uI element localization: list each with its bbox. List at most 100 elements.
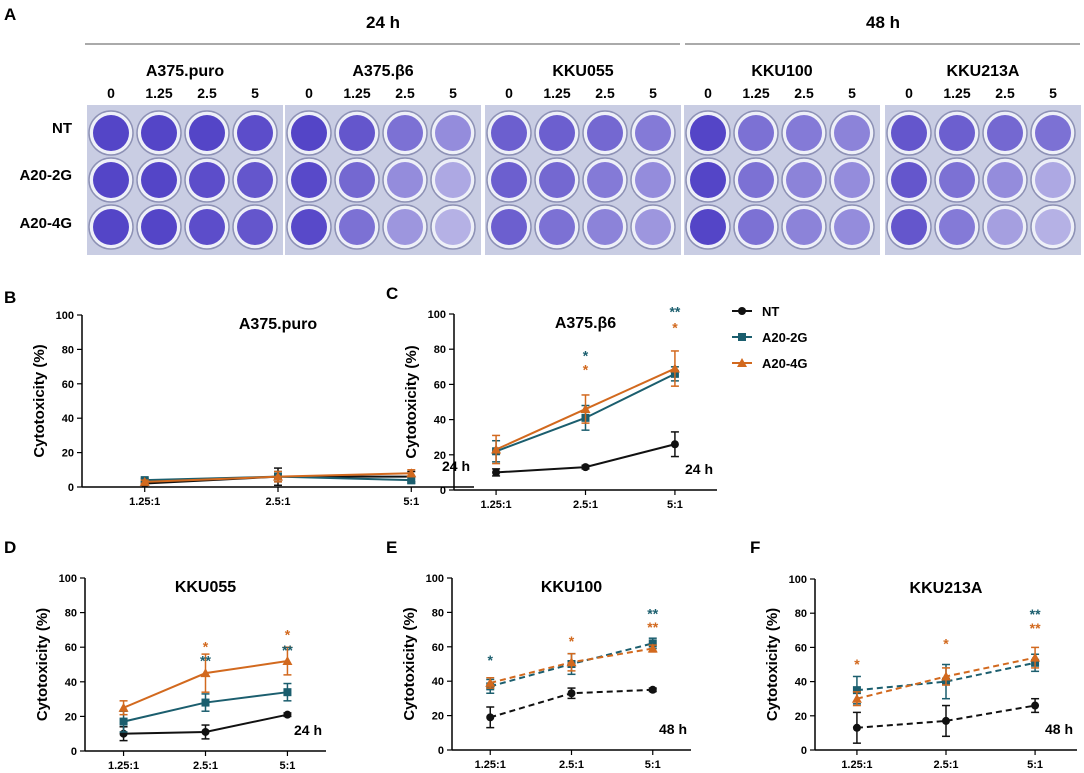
- time-label: 24 h: [294, 722, 322, 738]
- well-stain: [1035, 209, 1071, 245]
- significance-marker: *: [583, 362, 589, 378]
- well-stain: [491, 162, 527, 198]
- significance-marker: **: [1030, 606, 1041, 622]
- well-rim: [982, 204, 1028, 250]
- y-axis-label: Cytotoxicity (%): [403, 345, 420, 458]
- well-stain: [690, 209, 726, 245]
- well-stain: [891, 115, 927, 151]
- x-tick-label: 2.5:1: [265, 496, 290, 508]
- y-tick-label: 80: [795, 608, 807, 620]
- well-stain: [987, 162, 1023, 198]
- x-tick-label: 2.5:1: [573, 499, 598, 511]
- data-point-a20-4g: [485, 677, 496, 687]
- panel-label: C: [386, 284, 398, 303]
- well-stain: [339, 162, 375, 198]
- significance-marker: **: [200, 652, 211, 668]
- data-point-a20-4g: [1030, 652, 1041, 662]
- concentration-label: 0: [107, 85, 115, 101]
- concentration-label: 1.25: [943, 85, 970, 101]
- x-tick-label: 2.5:1: [933, 759, 958, 771]
- data-point-a20-2g: [852, 686, 861, 695]
- x-tick-label: 5:1: [1027, 759, 1043, 771]
- well-stain: [834, 209, 870, 245]
- cell-line-label: KKU055: [552, 63, 613, 80]
- well-stain: [834, 162, 870, 198]
- y-tick-label: 0: [801, 745, 807, 757]
- y-tick-label: 80: [434, 344, 446, 356]
- x-tick-label: 1.25:1: [841, 759, 872, 771]
- series-a20-4g: [485, 643, 658, 689]
- legend-item: A20-4G: [732, 356, 808, 371]
- data-point-nt: [942, 716, 950, 725]
- cell-line-label: A375.puro: [146, 63, 224, 80]
- series-a20-4g: [491, 350, 680, 465]
- series-a20-4g: [851, 646, 1041, 707]
- well-stain: [690, 162, 726, 198]
- y-tick-label: 100: [426, 573, 444, 585]
- y-tick-label: 20: [432, 711, 444, 723]
- data-point-nt: [492, 468, 501, 477]
- well-rim: [430, 157, 476, 203]
- well-stain: [939, 115, 975, 151]
- well-rim: [1030, 157, 1076, 203]
- well-stain: [738, 209, 774, 245]
- y-tick-label: 40: [62, 413, 74, 425]
- legend-item: A20-2G: [732, 330, 808, 345]
- data-point-a20-4g: [139, 476, 150, 486]
- x-tick-label: 1.25:1: [129, 496, 160, 508]
- concentration-label: 0: [905, 85, 913, 101]
- significance-marker: *: [203, 638, 209, 654]
- x-tick-label: 1.25:1: [108, 760, 139, 772]
- well-stain: [237, 115, 273, 151]
- well-stain: [587, 115, 623, 151]
- plate: [684, 105, 880, 255]
- y-tick-label: 80: [62, 344, 74, 356]
- data-point-a20-2g: [119, 717, 128, 726]
- y-tick-label: 60: [434, 379, 446, 391]
- chart-d: D KKU055 24 h 0 20 40 60 80 100 1.25:1 2.5:1 5:1 Cyt…: [4, 538, 326, 772]
- chart-f: F KKU213A 48 h 0 20 40 60 80 100 1.25:1 2.5:1 5:1 Cy…: [750, 538, 1077, 771]
- y-tick-label: 0: [438, 745, 444, 757]
- data-point-a20-2g: [648, 639, 657, 648]
- legend-label: A20-2G: [762, 330, 808, 345]
- x-tick-label: 5:1: [645, 759, 661, 771]
- y-tick-label: 80: [65, 608, 77, 620]
- data-point-nt: [648, 685, 657, 694]
- well-stain: [387, 115, 423, 151]
- y-tick-label: 60: [795, 642, 807, 654]
- data-point-a20-4g: [406, 468, 417, 478]
- y-tick-label: 40: [795, 677, 807, 689]
- data-point-a20-4g: [851, 693, 862, 703]
- significance-marker: *: [854, 656, 860, 672]
- series-nt: [492, 431, 679, 477]
- data-point-a20-4g: [941, 671, 951, 681]
- x-tick-label: 5:1: [403, 496, 419, 508]
- series-a20-4g: [139, 468, 417, 486]
- well-stain: [435, 209, 471, 245]
- well-stain: [635, 162, 671, 198]
- plate: [285, 105, 481, 255]
- well-stain: [891, 209, 927, 245]
- concentration-label: 5: [449, 85, 457, 101]
- data-point-nt: [581, 463, 590, 472]
- y-tick-label: 60: [432, 642, 444, 654]
- time-label: 24 h: [685, 461, 713, 477]
- well-stain: [339, 115, 375, 151]
- series-line: [856, 661, 1036, 692]
- data-point-a20-4g: [580, 404, 591, 414]
- y-tick-label: 20: [62, 448, 74, 460]
- y-tick-label: 0: [440, 485, 446, 497]
- significance-marker: **: [647, 619, 658, 635]
- well-stain: [738, 162, 774, 198]
- panel-label: E: [386, 538, 397, 557]
- time-label: 48 h: [659, 721, 687, 737]
- concentration-label: 5: [1049, 85, 1057, 101]
- y-tick-label: 40: [434, 415, 446, 427]
- legend-marker: [737, 358, 747, 367]
- time-label: 48 h: [1045, 721, 1073, 737]
- significance-marker: *: [583, 347, 589, 363]
- y-tick-label: 0: [68, 482, 74, 494]
- chart-b: B A375.puro 24 h 0 20 40 60 80 100 1.25:1 2.5:1 5:1…: [4, 288, 474, 508]
- panel-label: F: [750, 538, 760, 557]
